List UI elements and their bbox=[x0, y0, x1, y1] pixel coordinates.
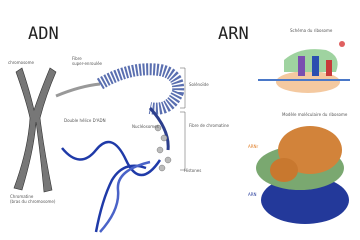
title-arn: ARN bbox=[218, 24, 249, 44]
label-chromatin-arm: Chromatine (bras du chromosome) bbox=[10, 194, 56, 204]
chromosome bbox=[13, 67, 57, 193]
label-histones: Histones bbox=[184, 168, 201, 173]
model-title: Modèle moléculaire du ribosome bbox=[282, 112, 348, 117]
label-chromosome: chromosome bbox=[8, 60, 35, 65]
nucleosomes bbox=[154, 124, 172, 172]
label-solenoid: Solénoïde bbox=[189, 82, 209, 87]
ribosome-schema bbox=[258, 41, 350, 93]
schema-title: Schéma du ribosome bbox=[290, 28, 333, 33]
title-adn: ADN bbox=[28, 24, 59, 44]
label-nucleosomes: Nucléosomes bbox=[132, 124, 159, 129]
label-arn: ARN bbox=[248, 192, 257, 197]
supercoil bbox=[55, 63, 185, 151]
label-arnr: ARNr bbox=[248, 144, 259, 149]
label-chromatin-fiber: Fibre de chromatine bbox=[189, 123, 230, 128]
label-double-helix: Double hélice D'ADN bbox=[64, 118, 106, 123]
double-helix bbox=[61, 140, 162, 233]
label-supercoil: Fibre super-enroulée bbox=[72, 56, 103, 66]
ribosome-model bbox=[256, 126, 349, 224]
